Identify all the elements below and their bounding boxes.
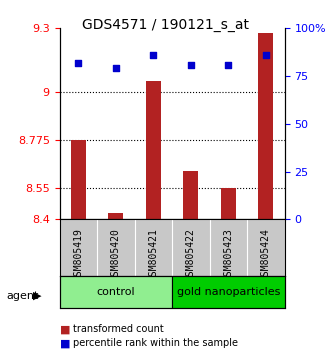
Text: GSM805422: GSM805422 (186, 228, 196, 281)
Point (226, 62, 231, 68)
Bar (108, 213, 123, 219)
Text: transformed count: transformed count (73, 324, 164, 334)
Text: percentile rank within the sample: percentile rank within the sample (73, 338, 238, 348)
Point (113, 65, 118, 71)
Text: gold nanoparticles: gold nanoparticles (177, 287, 280, 297)
Text: GSM805421: GSM805421 (148, 228, 158, 281)
Text: agent: agent (7, 291, 39, 301)
Text: GSM805424: GSM805424 (261, 228, 271, 281)
Text: GSM805420: GSM805420 (111, 228, 121, 281)
Point (151, 52, 156, 58)
Bar (183, 171, 198, 219)
Bar (221, 188, 236, 219)
Bar (71, 140, 86, 219)
Text: control: control (97, 287, 135, 297)
Text: ■: ■ (60, 338, 70, 348)
Text: ■: ■ (60, 324, 70, 334)
Text: ▶: ▶ (33, 291, 42, 301)
Point (76, 60, 81, 65)
Text: GDS4571 / 190121_s_at: GDS4571 / 190121_s_at (82, 18, 249, 32)
Bar (259, 33, 273, 219)
Text: GSM805419: GSM805419 (73, 228, 83, 281)
FancyBboxPatch shape (60, 276, 172, 308)
Bar (146, 81, 161, 219)
Point (263, 52, 268, 58)
Text: GSM805423: GSM805423 (223, 228, 233, 281)
Point (188, 62, 194, 68)
FancyBboxPatch shape (172, 276, 285, 308)
